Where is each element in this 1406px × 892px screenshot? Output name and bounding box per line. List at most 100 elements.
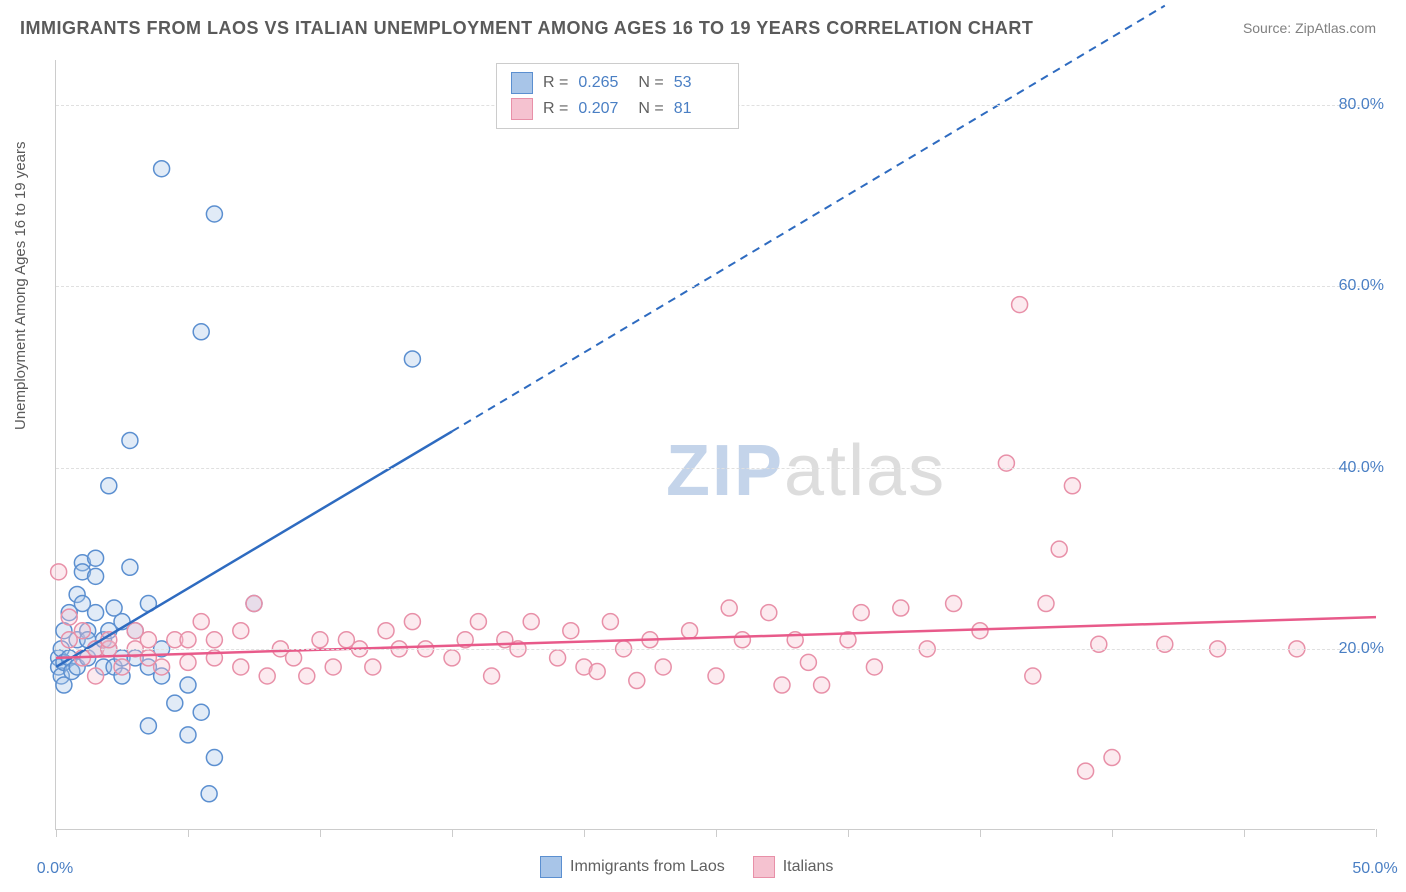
data-point — [206, 750, 222, 766]
data-point — [122, 559, 138, 575]
data-point — [206, 206, 222, 222]
data-point — [167, 695, 183, 711]
data-point — [1012, 297, 1028, 313]
data-point — [761, 605, 777, 621]
data-point — [180, 727, 196, 743]
data-point — [734, 632, 750, 648]
plot-area: ZIPatlas — [55, 60, 1375, 830]
data-point — [1078, 763, 1094, 779]
data-point — [74, 623, 90, 639]
data-point — [140, 718, 156, 734]
data-point — [299, 668, 315, 684]
data-point — [470, 614, 486, 630]
x-tick — [320, 829, 321, 837]
data-point — [206, 632, 222, 648]
data-point — [88, 568, 104, 584]
data-point — [88, 550, 104, 566]
y-tick-label: 40.0% — [1339, 459, 1384, 477]
data-point — [154, 659, 170, 675]
y-tick-label: 20.0% — [1339, 640, 1384, 658]
data-point — [201, 786, 217, 802]
source-attribution: Source: ZipAtlas.com — [1243, 20, 1376, 36]
data-point — [193, 704, 209, 720]
r-value-2: 0.207 — [578, 100, 628, 118]
swatch-italians — [511, 98, 533, 120]
x-tick — [1244, 829, 1245, 837]
data-point — [721, 600, 737, 616]
data-point — [484, 668, 500, 684]
data-point — [655, 659, 671, 675]
data-point — [1157, 636, 1173, 652]
data-point — [365, 659, 381, 675]
data-point — [180, 677, 196, 693]
n-label: N = — [638, 74, 663, 92]
stats-legend-box: R = 0.265 N = 53 R = 0.207 N = 81 — [496, 63, 739, 129]
n-label: N = — [638, 100, 663, 118]
data-point — [589, 663, 605, 679]
data-point — [1038, 596, 1054, 612]
gridline — [56, 649, 1375, 650]
data-point — [1091, 636, 1107, 652]
chart-title: IMMIGRANTS FROM LAOS VS ITALIAN UNEMPLOY… — [20, 18, 1033, 39]
x-tick — [188, 829, 189, 837]
data-point — [800, 654, 816, 670]
x-tick-label: 50.0% — [1352, 860, 1397, 878]
data-point — [629, 673, 645, 689]
x-tick — [980, 829, 981, 837]
data-point — [550, 650, 566, 666]
y-tick-label: 80.0% — [1339, 96, 1384, 114]
data-point — [853, 605, 869, 621]
x-tick — [584, 829, 585, 837]
data-point — [101, 478, 117, 494]
data-point — [378, 623, 394, 639]
stats-row-1: R = 0.265 N = 53 — [511, 70, 724, 96]
data-point — [602, 614, 618, 630]
data-point — [180, 632, 196, 648]
data-point — [233, 659, 249, 675]
data-point — [88, 605, 104, 621]
gridline — [56, 286, 1375, 287]
data-point — [444, 650, 460, 666]
x-tick — [716, 829, 717, 837]
data-point — [259, 668, 275, 684]
swatch-laos — [511, 72, 533, 94]
r-value-1: 0.265 — [578, 74, 628, 92]
data-point — [154, 161, 170, 177]
legend-label-italians: Italians — [783, 858, 834, 876]
data-point — [893, 600, 909, 616]
data-point — [140, 632, 156, 648]
bottom-legend: Immigrants from Laos Italians — [540, 856, 833, 878]
legend-item-laos: Immigrants from Laos — [540, 856, 725, 878]
source-name: ZipAtlas.com — [1295, 20, 1376, 36]
n-value-1: 53 — [674, 74, 724, 92]
data-point — [88, 668, 104, 684]
data-point — [998, 455, 1014, 471]
data-point — [114, 659, 130, 675]
data-point — [563, 623, 579, 639]
y-axis-label: Unemployment Among Ages 16 to 19 years — [12, 141, 29, 430]
swatch-laos — [540, 856, 562, 878]
x-tick — [848, 829, 849, 837]
x-tick — [1376, 829, 1377, 837]
data-point — [814, 677, 830, 693]
data-point — [774, 677, 790, 693]
r-label: R = — [543, 74, 568, 92]
data-point — [404, 614, 420, 630]
x-tick — [1112, 829, 1113, 837]
gridline — [56, 468, 1375, 469]
trend-line — [56, 617, 1376, 658]
data-point — [193, 324, 209, 340]
data-point — [1064, 478, 1080, 494]
x-tick-label: 0.0% — [37, 860, 73, 878]
data-point — [866, 659, 882, 675]
data-point — [325, 659, 341, 675]
data-point — [312, 632, 328, 648]
data-point — [523, 614, 539, 630]
data-point — [286, 650, 302, 666]
legend-label-laos: Immigrants from Laos — [570, 858, 725, 876]
chart-svg — [56, 60, 1375, 829]
x-tick — [56, 829, 57, 837]
data-point — [708, 668, 724, 684]
legend-item-italians: Italians — [753, 856, 834, 878]
data-point — [51, 564, 67, 580]
